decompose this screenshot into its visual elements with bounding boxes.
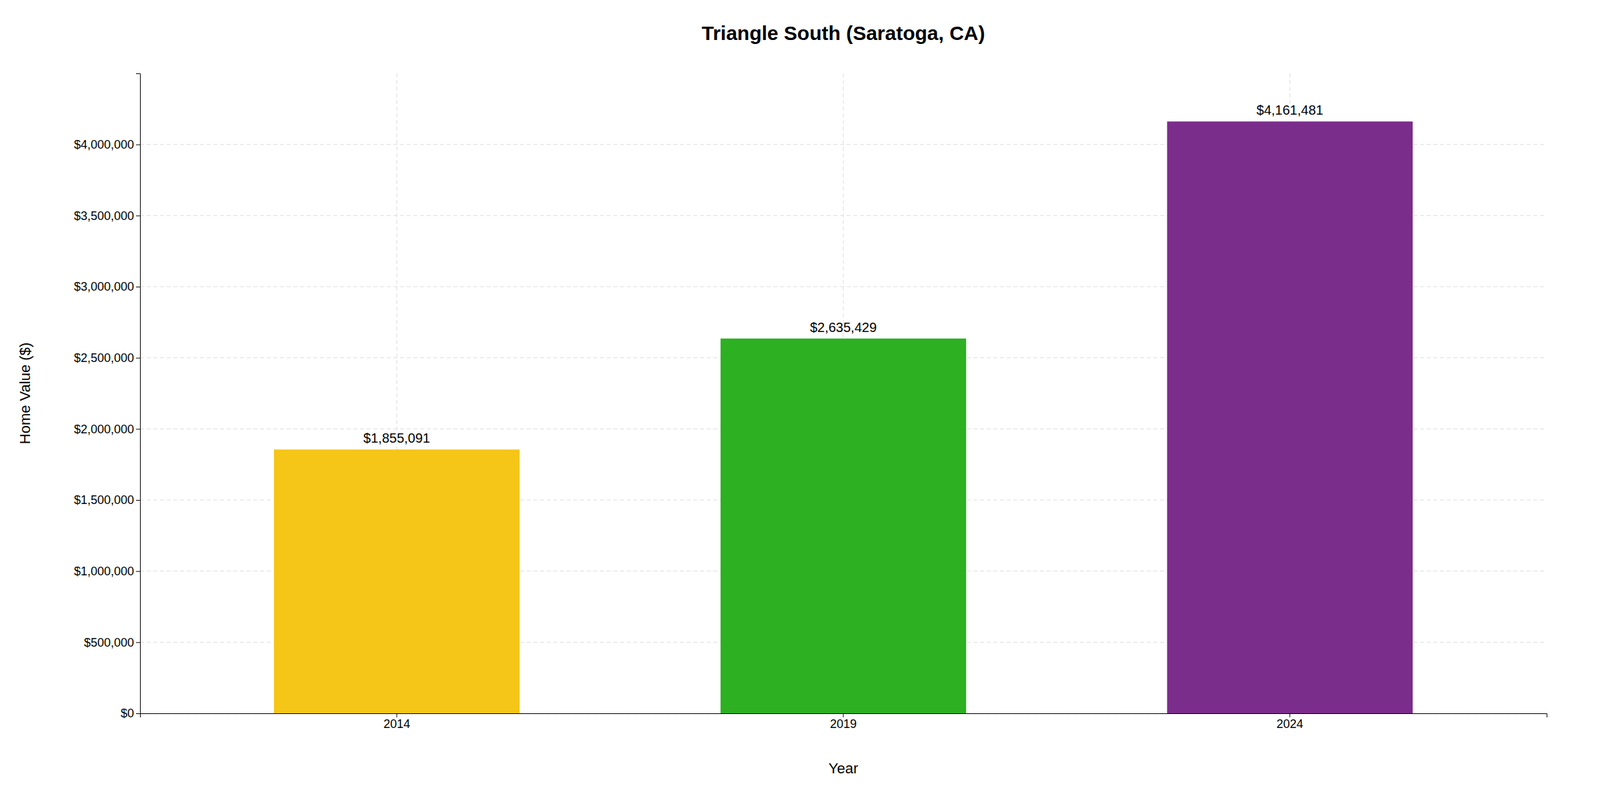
x-tick-label: 2014 — [383, 717, 410, 731]
y-tick-label: $3,500,000 — [74, 209, 134, 223]
y-tick-mark — [136, 215, 140, 216]
data-label: $2,635,429 — [810, 320, 877, 335]
x-axis-title: Year — [828, 760, 858, 777]
y-tick-mark — [136, 713, 140, 714]
y-tick-mark — [136, 428, 140, 430]
y-tick-label: $1,500,000 — [74, 493, 134, 507]
data-label: $1,855,091 — [363, 430, 430, 446]
x-tick: 2014 — [383, 713, 410, 731]
y-tick: $2,500,000 — [74, 351, 140, 365]
y-tick-label: $2,000,000 — [74, 422, 134, 436]
data-labels: $1,855,091 $2,635,429 $4,161,481 — [363, 102, 1324, 446]
y-tick: $2,000,000 — [74, 422, 140, 436]
x-tick: 2024 — [1276, 713, 1304, 731]
plot-area: $1,855,091 $2,635,429 $4,161,481 $0 $500,000… — [74, 73, 1548, 731]
y-tick-mark — [136, 144, 140, 146]
y-tick: $500,000 — [84, 636, 140, 650]
y-tick: $1,000,000 — [74, 564, 140, 578]
y-tick-mark — [136, 571, 140, 572]
y-tick: $1,500,000 — [74, 493, 140, 507]
x-axis: 2014 2019 2024 — [140, 713, 1548, 731]
y-tick-label: $2,500,000 — [74, 351, 134, 365]
y-tick-label: $3,000,000 — [74, 280, 134, 294]
x-tick-label: 2019 — [830, 717, 857, 731]
y-tick-mark — [136, 642, 140, 643]
y-tick-label: $4,000,000 — [74, 138, 134, 152]
y-tick: $3,000,000 — [74, 280, 140, 294]
y-axis-line — [136, 74, 141, 714]
x-tick: 2019 — [830, 713, 857, 731]
y-tick-mark — [136, 358, 140, 359]
y-tick-label: $0 — [120, 706, 134, 720]
chart-svg: $1,855,091 $2,635,429 $4,161,481 $0 $500,000… — [0, 0, 1600, 800]
y-tick: $3,500,000 — [74, 209, 140, 223]
x-tick-label: 2024 — [1276, 717, 1304, 731]
chart-title: Triangle South (Saratoga, CA) — [701, 22, 985, 44]
y-tick: $0 — [120, 706, 140, 720]
data-label: $4,161,481 — [1256, 102, 1324, 118]
y-tick-mark — [136, 286, 140, 288]
y-tick-label: $1,000,000 — [74, 564, 134, 578]
y-tick: $4,000,000 — [74, 138, 140, 152]
y-tick-mark — [136, 500, 140, 501]
y-axis-title: Home Value ($) — [16, 342, 34, 444]
bars — [274, 121, 1413, 714]
bar — [720, 338, 966, 714]
bar — [274, 449, 520, 714]
grid — [140, 73, 1547, 714]
y-axis: $0 $500,000 $1,000,000 $1,500,000 $2,000,000… — [74, 74, 141, 721]
y-tick-label: $500,000 — [84, 636, 134, 650]
bar — [1167, 121, 1413, 714]
